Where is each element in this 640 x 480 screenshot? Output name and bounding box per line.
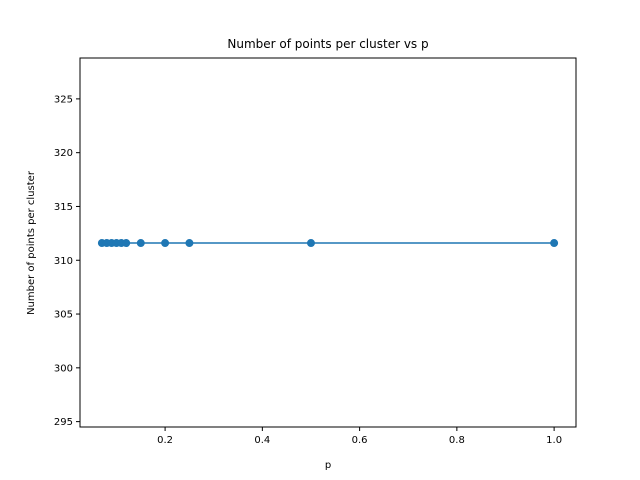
- chart-title: Number of points per cluster vs p: [227, 37, 428, 51]
- y-tick-label: 320: [54, 148, 73, 159]
- data-point: [161, 239, 170, 248]
- y-axis-ticks: 295 300 305 310 315 320 325: [54, 94, 80, 428]
- y-tick-label: 295: [54, 417, 73, 428]
- data-point: [122, 239, 131, 248]
- x-tick-label: 0.8: [449, 435, 465, 446]
- data-point: [185, 239, 194, 248]
- data-point: [136, 239, 145, 248]
- data-point: [306, 239, 315, 248]
- y-tick-label: 315: [54, 202, 73, 213]
- x-tick-label: 1.0: [546, 435, 562, 446]
- x-axis-ticks: 0.2 0.4 0.6 0.8 1.0: [157, 427, 562, 446]
- x-tick-label: 0.6: [352, 435, 368, 446]
- y-tick-label: 325: [54, 94, 73, 105]
- x-tick-label: 0.2: [157, 435, 173, 446]
- x-axis-label: p: [325, 460, 331, 471]
- y-tick-label: 300: [54, 363, 73, 374]
- x-tick-label: 0.4: [254, 435, 270, 446]
- y-tick-label: 305: [54, 310, 73, 321]
- y-axis-label: Number of points per cluster: [26, 170, 37, 315]
- data-point: [550, 239, 559, 248]
- series-layer: [97, 239, 559, 248]
- y-tick-label: 310: [54, 256, 73, 267]
